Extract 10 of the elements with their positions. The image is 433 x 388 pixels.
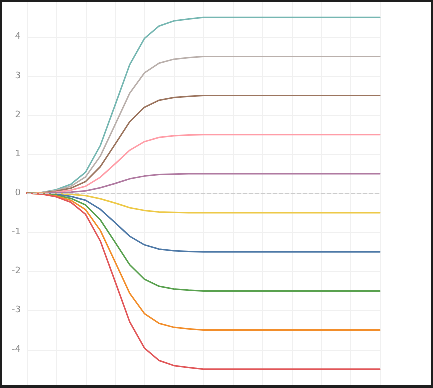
y-tick-label: -4 xyxy=(12,344,22,355)
y-tick-label: 0 xyxy=(15,188,22,198)
y-tick-label: -1 xyxy=(12,228,21,238)
y-tick-label: -3 xyxy=(12,306,21,316)
y-tick-label: -2 xyxy=(12,266,21,277)
y-tick-label: 1 xyxy=(15,149,21,160)
y-tick-label: 3 xyxy=(15,71,21,82)
y-tick-label: 4 xyxy=(15,32,22,42)
line-series xyxy=(26,192,381,370)
y-tick-label: 2 xyxy=(15,110,21,120)
